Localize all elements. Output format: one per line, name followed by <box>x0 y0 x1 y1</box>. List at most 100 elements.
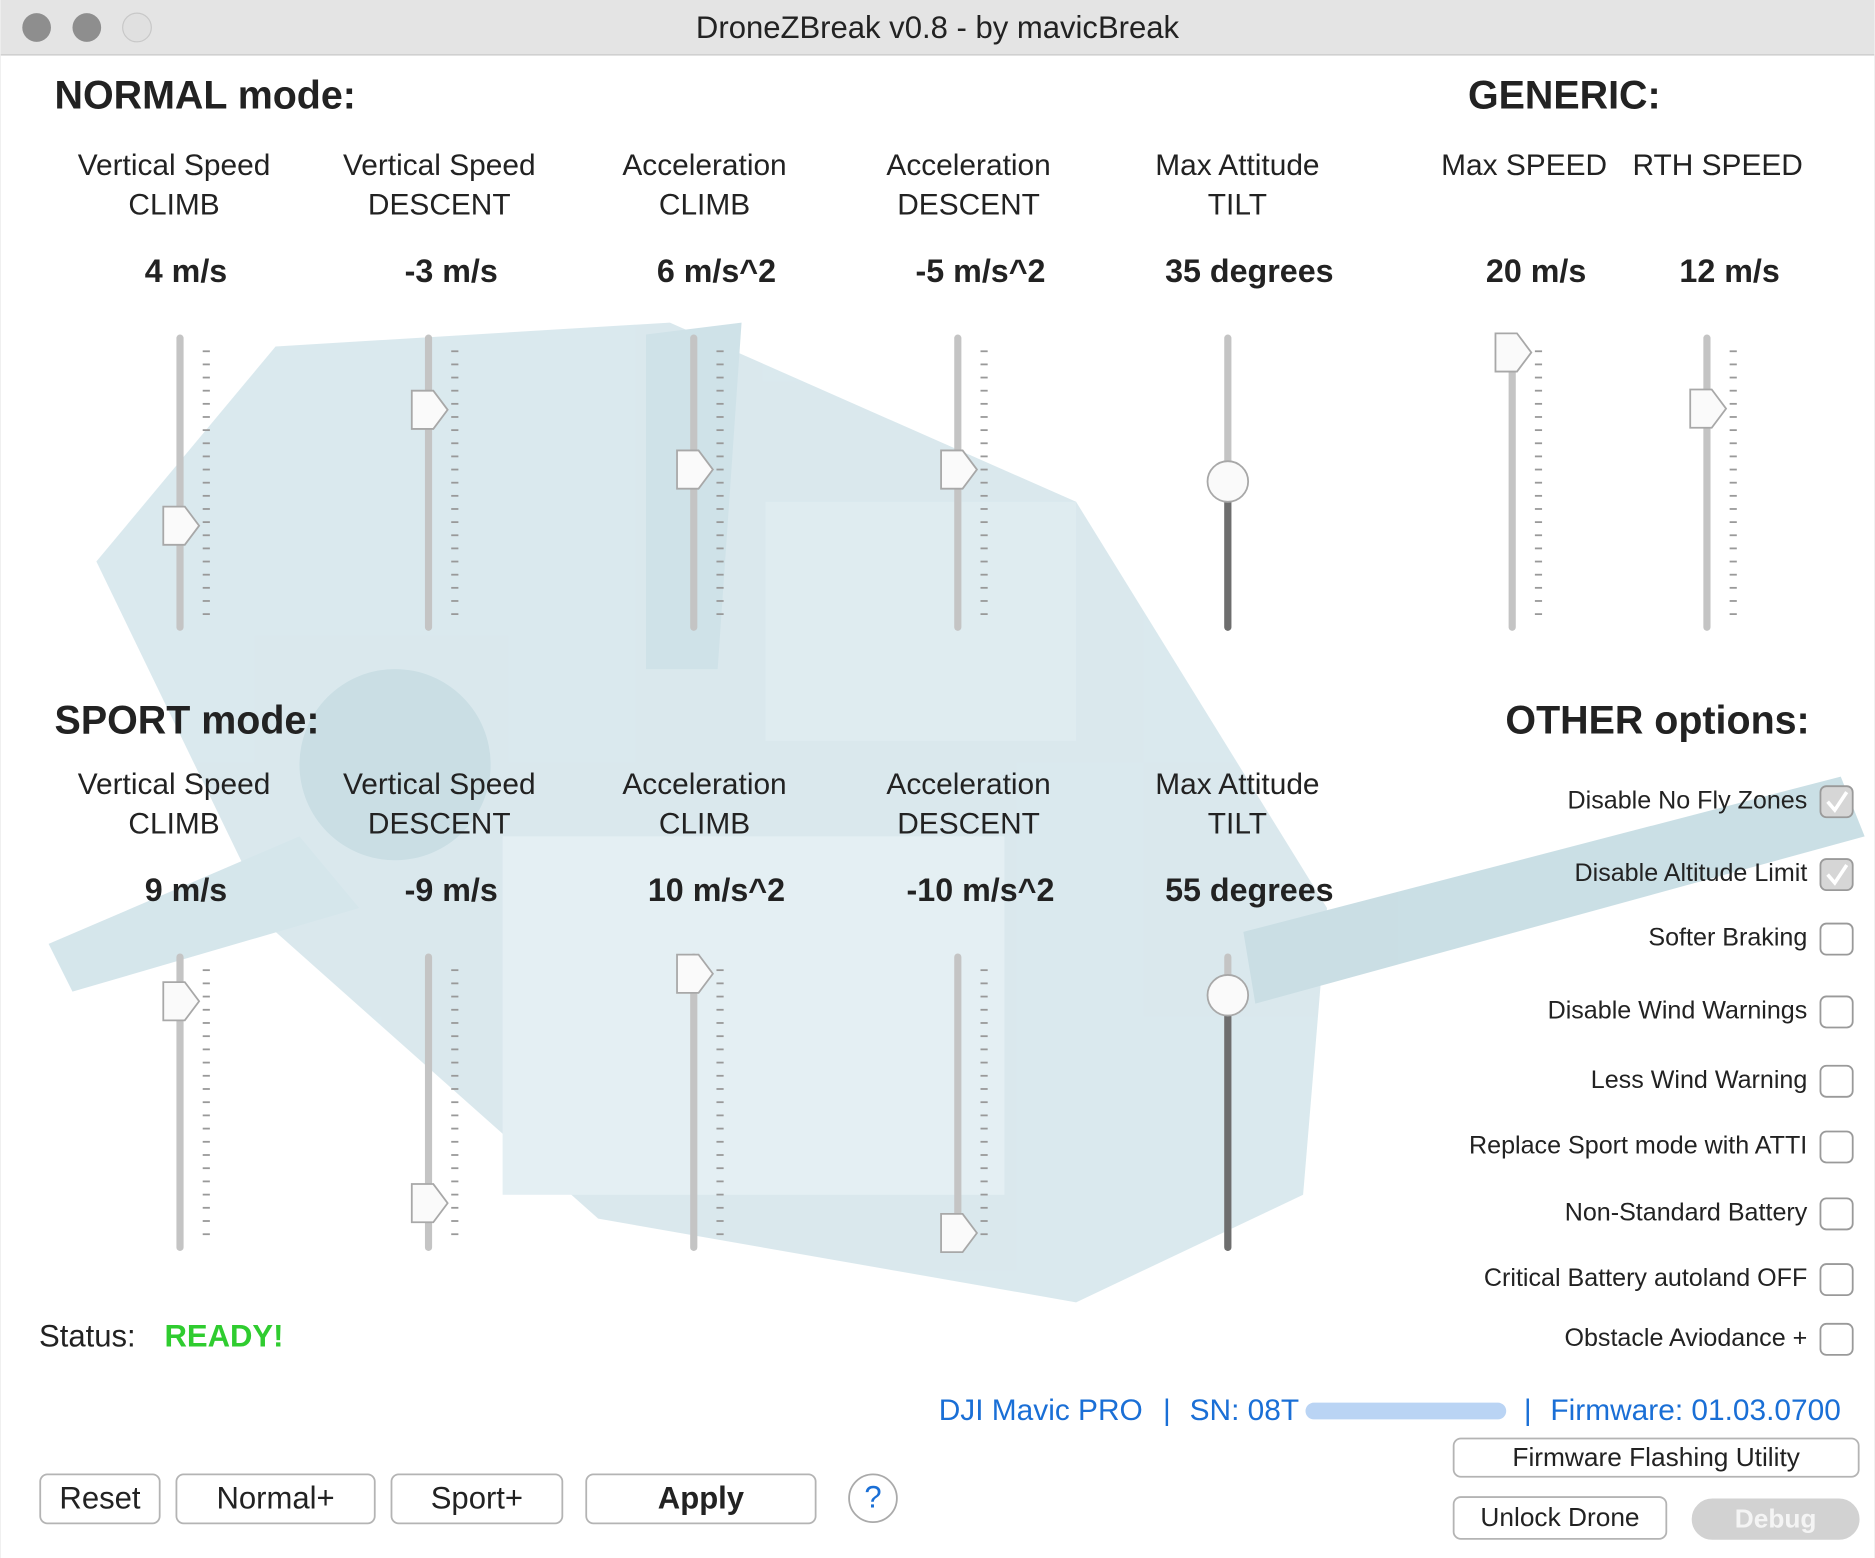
button-face[interactable] <box>175 1473 376 1525</box>
slider-thumb[interactable] <box>1206 460 1250 503</box>
slider-thumb[interactable] <box>1206 974 1250 1017</box>
button-face[interactable] <box>1452 1496 1668 1540</box>
button[interactable]: Sport+ <box>390 1473 564 1525</box>
slider-track <box>424 334 433 631</box>
checkbox[interactable] <box>1819 995 1854 1029</box>
separator: | <box>1163 1394 1171 1427</box>
separator: | <box>1524 1394 1532 1427</box>
slider-thumb[interactable] <box>676 953 715 994</box>
slider-thumb[interactable] <box>410 1183 449 1224</box>
checkbox[interactable] <box>1819 1130 1854 1164</box>
slider-value: 55 degrees <box>1165 872 1334 908</box>
slider[interactable]: Acceleration DESCENT -5 m/s^2 <box>886 149 1051 631</box>
slider-label: Acceleration <box>886 768 1050 801</box>
slider-thumb[interactable] <box>162 505 201 546</box>
option-label: Disable Wind Warnings <box>1548 997 1808 1025</box>
button[interactable]: Unlock Drone <box>1452 1496 1668 1540</box>
option-label: Critical Battery autoland OFF <box>1484 1264 1807 1292</box>
checkbox-option[interactable]: Obstacle Aviodance + <box>1564 1322 1854 1356</box>
slider-label: DESCENT <box>368 189 511 222</box>
slider-fill <box>1224 995 1232 1251</box>
checkbox[interactable] <box>1819 1263 1854 1297</box>
slider[interactable]: Vertical Speed CLIMB 4 m/s <box>78 149 271 631</box>
checkbox[interactable] <box>1819 1064 1854 1098</box>
slider-thumb[interactable] <box>676 449 715 490</box>
minimize-button[interactable] <box>72 13 102 42</box>
slider[interactable]: Acceleration CLIMB 6 m/s^2 <box>622 149 787 631</box>
slider[interactable]: Vertical Speed DESCENT -9 m/s <box>343 768 536 1251</box>
checkbox[interactable] <box>1819 785 1854 819</box>
button[interactable]: ? <box>848 1473 898 1524</box>
slider-thumb[interactable] <box>940 449 979 490</box>
slider-label: Max SPEED <box>1441 149 1607 182</box>
slider-thumb[interactable] <box>1689 388 1728 429</box>
checkbox-option[interactable]: Disable No Fly Zones <box>1568 785 1854 819</box>
button[interactable]: Firmware Flashing Utility <box>1452 1437 1860 1478</box>
option-label: Obstacle Aviodance + <box>1564 1324 1807 1352</box>
slider-label: DESCENT <box>897 189 1040 222</box>
option-label: Disable Altitude Limit <box>1575 859 1808 887</box>
checkbox-option[interactable]: Critical Battery autoland OFF <box>1484 1263 1854 1297</box>
checkbox[interactable] <box>1819 1322 1854 1356</box>
title-bar <box>0 0 1875 55</box>
option-label: Less Wind Warning <box>1591 1066 1808 1094</box>
checkbox[interactable] <box>1819 1197 1854 1231</box>
button-face[interactable] <box>39 1473 161 1525</box>
slider-label: RTH SPEED <box>1633 149 1803 182</box>
close-button[interactable] <box>22 13 51 42</box>
slider-value: -3 m/s <box>405 253 498 289</box>
button-label: Debug <box>1735 1503 1817 1533</box>
device-serial: SN: 08T <box>1190 1394 1300 1427</box>
help-button[interactable] <box>848 1473 898 1524</box>
slider[interactable]: Vertical Speed DESCENT -3 m/s <box>343 149 536 631</box>
zoom-button[interactable] <box>122 12 152 43</box>
slider-value: -9 m/s <box>405 872 498 908</box>
slider-track <box>176 334 184 631</box>
button-face[interactable] <box>390 1473 564 1525</box>
button-face[interactable] <box>1452 1437 1860 1478</box>
slider-thumb[interactable] <box>410 389 449 430</box>
slider-thumb[interactable] <box>162 981 201 1022</box>
slider-thumb[interactable] <box>940 1213 979 1254</box>
checkbox-option[interactable]: Disable Wind Warnings <box>1548 995 1854 1029</box>
slider-track <box>1703 334 1711 631</box>
slider[interactable]: Max SPEED 20 m/s <box>1441 149 1607 631</box>
slider[interactable]: Max Attitude TILT 55 degrees <box>1155 768 1334 1251</box>
slider[interactable]: Acceleration CLIMB 10 m/s^2 <box>622 768 787 1251</box>
button[interactable]: Apply <box>585 1473 817 1525</box>
button[interactable]: Debug <box>1691 1498 1860 1540</box>
slider-value: -10 m/s^2 <box>907 872 1055 908</box>
slider-label: Vertical Speed <box>78 768 271 801</box>
slider[interactable]: Max Attitude TILT 35 degrees <box>1155 149 1334 631</box>
slider-label: Max Attitude <box>1155 149 1319 182</box>
status-label: Status: <box>39 1318 136 1353</box>
button-label: Reset <box>59 1480 140 1515</box>
section-heading: NORMAL mode: <box>55 73 356 117</box>
slider-label: TILT <box>1208 189 1267 222</box>
slider-thumb[interactable] <box>1494 332 1533 373</box>
slider-label: Vertical Speed <box>343 768 536 801</box>
checkbox-option[interactable]: Non-Standard Battery <box>1565 1197 1854 1231</box>
slider-label: DESCENT <box>897 807 1040 840</box>
slider-value: 12 m/s <box>1679 253 1779 289</box>
button-face[interactable] <box>585 1473 817 1525</box>
button[interactable]: Reset <box>39 1473 161 1525</box>
slider[interactable]: Acceleration DESCENT -10 m/s^2 <box>886 768 1055 1254</box>
drone-illustration <box>48 322 1865 1303</box>
slider-track <box>690 953 698 1251</box>
checkbox[interactable] <box>1819 922 1854 956</box>
button-label: Apply <box>658 1480 745 1515</box>
checkbox-option[interactable]: Replace Sport mode with ATTI <box>1469 1130 1854 1164</box>
window-title: DroneZBreak v0.8 - by mavicBreak <box>696 10 1180 45</box>
slider-value: 20 m/s <box>1486 253 1586 289</box>
checkbox[interactable] <box>1819 858 1854 892</box>
slider[interactable]: Vertical Speed CLIMB 9 m/s <box>78 768 271 1251</box>
button[interactable]: Normal+ <box>175 1473 376 1525</box>
checkbox-option[interactable]: Less Wind Warning <box>1591 1064 1854 1098</box>
slider-label: DESCENT <box>368 807 511 840</box>
checkbox-option[interactable]: Disable Altitude Limit <box>1575 858 1854 892</box>
slider-label: Vertical Speed <box>343 149 536 182</box>
checkbox-option[interactable]: Softer Braking <box>1648 922 1854 956</box>
slider[interactable]: RTH SPEED 12 m/s <box>1633 149 1803 631</box>
